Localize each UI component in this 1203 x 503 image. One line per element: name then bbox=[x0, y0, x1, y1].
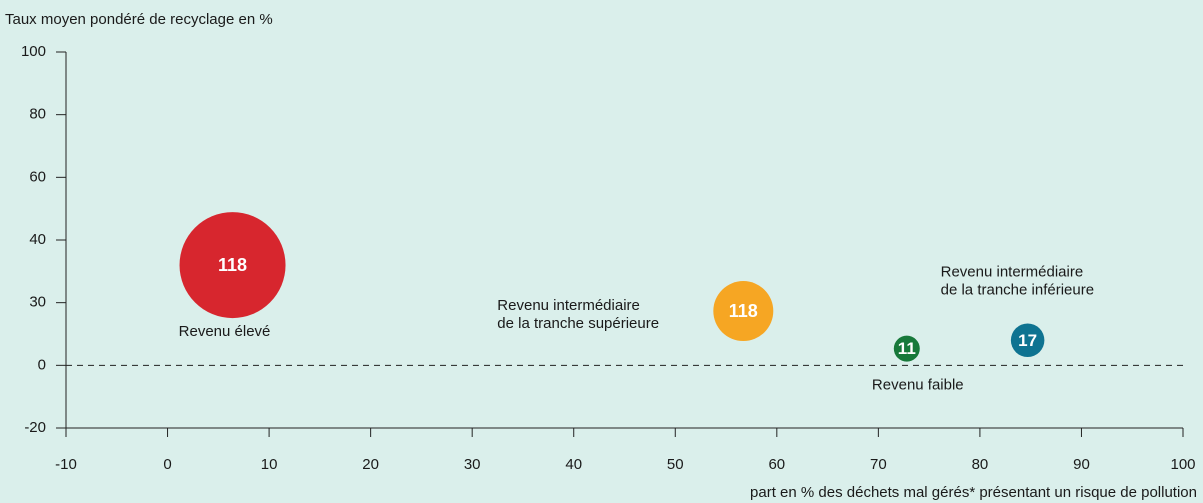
x-tick-label: 80 bbox=[972, 456, 989, 473]
x-tick-label: 0 bbox=[163, 456, 171, 473]
x-axis-title: part en % des déchets mal gérés* présent… bbox=[750, 484, 1197, 501]
category-label: Revenu intermédiaire bbox=[497, 297, 640, 314]
bubble-label: 17 bbox=[1018, 331, 1037, 350]
category-label: Revenu faible bbox=[872, 377, 964, 394]
x-tick-label: 100 bbox=[1170, 456, 1195, 473]
bubble bbox=[179, 212, 286, 319]
category-label: de la tranche supérieure bbox=[497, 315, 659, 332]
y-axis-title: Taux moyen pondéré de recyclage en % bbox=[5, 11, 273, 28]
x-tick-label: 10 bbox=[261, 456, 278, 473]
y-tick-label: 100 bbox=[21, 43, 46, 60]
bubble bbox=[713, 281, 774, 342]
bubble bbox=[1010, 323, 1045, 358]
category-label: Revenu élevé bbox=[179, 323, 271, 340]
bubble-label: 118 bbox=[729, 301, 758, 321]
x-tick-label: 20 bbox=[362, 456, 379, 473]
x-tick-label: 50 bbox=[667, 456, 684, 473]
y-tick-label: 80 bbox=[29, 106, 46, 123]
y-tick-label: 0 bbox=[38, 356, 46, 373]
y-tick-label: 30 bbox=[29, 294, 46, 311]
y-tick-label: -20 bbox=[24, 419, 46, 436]
bubble bbox=[893, 335, 920, 362]
x-tick-label: 70 bbox=[870, 456, 887, 473]
bubble-label: 118 bbox=[218, 255, 247, 275]
x-tick-label: 90 bbox=[1073, 456, 1090, 473]
x-tick-label: 60 bbox=[768, 456, 785, 473]
y-tick-label: 40 bbox=[29, 231, 46, 248]
x-tick-label: -10 bbox=[55, 456, 77, 473]
y-tick-label: 60 bbox=[29, 168, 46, 185]
category-label: de la tranche inférieure bbox=[941, 281, 1094, 298]
x-tick-label: 40 bbox=[565, 456, 582, 473]
x-tick-label: 30 bbox=[464, 456, 481, 473]
category-label: Revenu intermédiaire bbox=[941, 263, 1084, 280]
bubble-label: 11 bbox=[898, 339, 916, 358]
